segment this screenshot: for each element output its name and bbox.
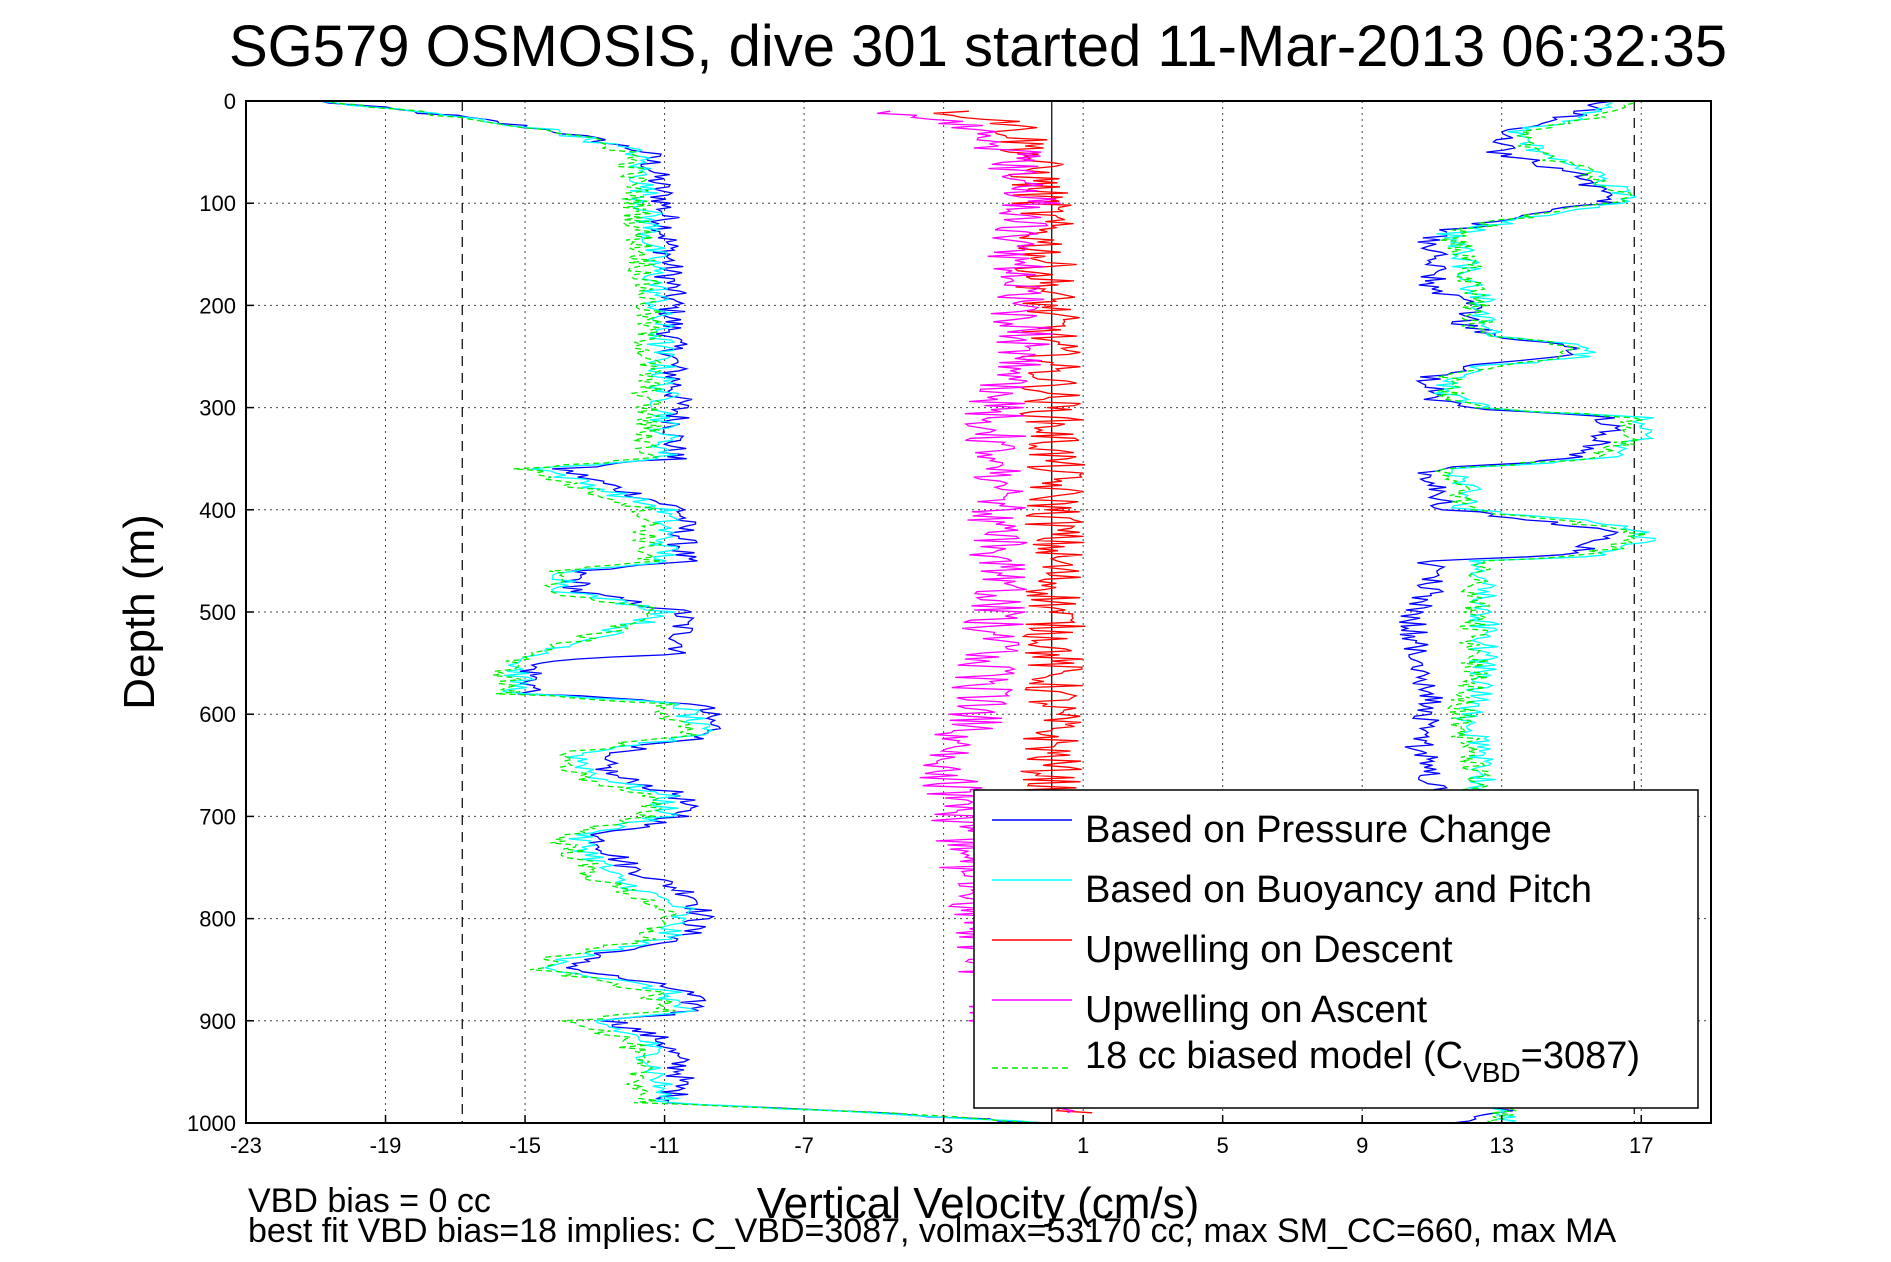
x-tick-label: 1	[1077, 1133, 1089, 1158]
legend-label-biased: 18 cc biased model (CVBD=3087)	[1085, 1035, 1640, 1088]
legend-box	[973, 789, 1699, 1109]
series-line-biased-ascent	[1435, 100, 1647, 1124]
legend-label-biased-sub: VBD	[1463, 1057, 1521, 1088]
y-tick-label: 500	[199, 600, 236, 625]
y-tick-label: 200	[199, 293, 236, 318]
y-axis-label: Depth (m)	[115, 514, 164, 710]
series-line-biased-descent	[329, 100, 1046, 1124]
x-tick-label: -11	[649, 1133, 679, 1158]
y-tick-label: 800	[199, 907, 236, 932]
series-line-pressure-descent	[320, 100, 1052, 1124]
y-tick-label: 900	[199, 1009, 236, 1034]
y-tick-label: 600	[199, 702, 236, 727]
legend-label-ascent: Upwelling on Ascent	[1085, 989, 1428, 1031]
x-tick-label: 17	[1629, 1133, 1653, 1158]
chart-title: SG579 OSMOSIS, dive 301 started 11-Mar-2…	[229, 14, 1727, 79]
y-tick-label: 100	[199, 191, 236, 216]
x-tick-label: -3	[934, 1133, 954, 1158]
x-tick-label: -23	[230, 1133, 262, 1158]
y-tick-label: 0	[224, 89, 236, 114]
y-tick-label: 300	[199, 396, 236, 421]
legend-label-biased-prefix: 18 cc biased model (C	[1085, 1035, 1463, 1077]
legend-label-descent: Upwelling on Descent	[1085, 929, 1453, 971]
vbd-bias-note: VBD bias = 0 cc	[248, 1182, 491, 1220]
legend-label-pressure: Based on Pressure Change	[1085, 809, 1552, 851]
legend: Based on Pressure Change Based on Buoyan…	[973, 789, 1699, 1109]
x-tick-label: 9	[1356, 1133, 1368, 1158]
x-tick-label: 13	[1489, 1133, 1513, 1158]
y-tick-label: 400	[199, 498, 236, 523]
y-ticks: 0 100 200 300 400 500 600 700 800 900 1000	[187, 89, 254, 1136]
x-tick-label: -19	[370, 1133, 402, 1158]
x-tick-label: 5	[1217, 1133, 1229, 1158]
x-tick-label: -15	[509, 1133, 541, 1158]
x-tick-label: -7	[794, 1133, 814, 1158]
legend-label-biased-suffix: =3087)	[1521, 1035, 1640, 1077]
legend-label-buoyancy: Based on Buoyancy and Pitch	[1085, 869, 1592, 911]
y-tick-label: 700	[199, 804, 236, 829]
x-ticks: -23 -19 -15 -11 -7 -3 1 5 9 13 17	[230, 1115, 1653, 1158]
best-fit-note: best fit VBD bias=18 implies: C_VBD=3087…	[248, 1212, 1617, 1250]
y-tick-label: 1000	[187, 1111, 236, 1136]
x-axis-label: Vertical Velocity (cm/s)	[757, 1179, 1200, 1228]
